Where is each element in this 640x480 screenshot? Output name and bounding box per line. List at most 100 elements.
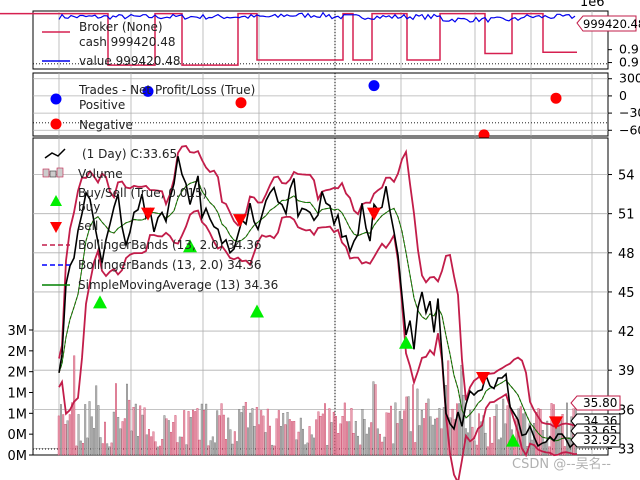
volume-bar-83 xyxy=(240,412,243,456)
volume-bar-90 xyxy=(255,407,258,456)
volume-bar-71 xyxy=(214,442,216,456)
volume-bar-116 xyxy=(313,437,315,456)
legend-volume-swatch-b xyxy=(49,170,57,178)
trades-grid xyxy=(33,73,608,136)
volume-bar-187 xyxy=(469,410,472,456)
volume-bar-75 xyxy=(222,414,225,456)
volume-bar-203 xyxy=(504,423,507,456)
watermark: CSDN @--吴名-- xyxy=(512,456,611,472)
volume-bar-68 xyxy=(207,445,210,456)
buy-marker-4 xyxy=(506,433,520,447)
sell-marker-0 xyxy=(141,207,155,221)
volume-ytick-label-0: 0M xyxy=(8,449,28,464)
volume-bar-135 xyxy=(354,421,357,456)
volume-bar-225 xyxy=(552,404,555,456)
volume-bar-82 xyxy=(238,409,241,456)
volume-bar-96 xyxy=(269,425,271,456)
legend-positive-marker xyxy=(50,93,62,105)
volume-bar-128 xyxy=(339,423,342,456)
volume-bar-223 xyxy=(548,446,551,456)
volume-bar-56 xyxy=(181,436,183,456)
value-tag-text-3: 32.92 xyxy=(583,433,617,447)
volume-bar-120 xyxy=(321,413,324,456)
volume-bar-5 xyxy=(68,414,71,456)
volume-bar-97 xyxy=(271,444,274,456)
volume-bar-69 xyxy=(209,440,212,456)
volume-bar-18 xyxy=(97,405,100,456)
volume-bar-27 xyxy=(117,417,120,456)
legend-volume-label: Volume xyxy=(78,167,123,181)
broker-ytick-label-1: 0.9 xyxy=(619,55,639,70)
volume-bar-42 xyxy=(150,436,153,456)
volume-bar-132 xyxy=(348,421,351,456)
price-ytick-label-7: 54 xyxy=(618,169,635,184)
volume-bar-103 xyxy=(284,424,287,456)
volume-bar-87 xyxy=(249,412,252,456)
volume-bar-17 xyxy=(95,385,98,456)
volume-bar-231 xyxy=(566,402,568,456)
volume-bar-191 xyxy=(478,413,480,456)
volume-bar-91 xyxy=(258,424,260,456)
volume-bar-233 xyxy=(570,416,573,456)
volume-bar-49 xyxy=(165,418,168,456)
volume-bar-24 xyxy=(110,442,113,456)
volume-ytick-label-1: 0M xyxy=(8,428,28,443)
volume-bar-67 xyxy=(205,403,208,456)
price-markers xyxy=(93,207,563,447)
volume-bar-165 xyxy=(420,410,423,456)
volume-bar-159 xyxy=(407,396,410,456)
volume-bar-112 xyxy=(304,444,307,456)
legend-volume-swatch-a xyxy=(42,168,50,178)
volume-bar-156 xyxy=(401,419,403,456)
volume-ytick-label-3: 1M xyxy=(8,387,28,402)
volume-bar-125 xyxy=(332,411,335,456)
volume-bar-33 xyxy=(130,430,133,456)
price-legend: (1 Day) C:33.65 Volume Buy/Sell (True, 0… xyxy=(42,147,278,292)
volume-bar-173 xyxy=(438,408,441,456)
price-ytick-label-6: 51 xyxy=(618,208,635,223)
volume-bar-139 xyxy=(363,419,366,456)
volume-bar-199 xyxy=(495,404,498,456)
volume-bar-194 xyxy=(484,432,487,456)
volume-bar-133 xyxy=(350,408,353,456)
volume-bar-162 xyxy=(414,442,417,456)
value-tag-text-0: 35.80 xyxy=(583,396,617,410)
volume-bar-152 xyxy=(392,443,395,456)
broker-last-value-tag: 999420.48 xyxy=(576,15,640,32)
volume-bar-51 xyxy=(170,431,172,456)
volume-bar-114 xyxy=(308,426,311,456)
volume-bar-26 xyxy=(115,383,117,456)
volume-bar-66 xyxy=(203,410,205,456)
legend-sma-label: SimpleMovingAverage (13) 34.36 xyxy=(78,278,278,292)
volume-bar-89 xyxy=(253,426,256,456)
volume-bar-76 xyxy=(225,439,227,456)
volume-bar-144 xyxy=(374,384,377,456)
trade-point-negative-0 xyxy=(235,97,247,109)
value-tag-0: 35.80 xyxy=(570,395,621,411)
volume-bar-106 xyxy=(291,421,293,456)
volume-bar-195 xyxy=(486,446,489,456)
volume-bar-108 xyxy=(295,439,298,456)
price-ytick-label-4: 45 xyxy=(618,286,635,301)
volume-bar-14 xyxy=(88,401,91,456)
trades-title: Trades - Net Profit/Loss (True) xyxy=(78,83,255,97)
legend-close-swatch xyxy=(44,148,66,159)
volume-bar-127 xyxy=(337,433,340,456)
volume-bar-198 xyxy=(493,416,496,456)
buy-marker-3 xyxy=(399,335,413,349)
value-tag-box-3 xyxy=(570,432,621,448)
volume-bar-204 xyxy=(506,405,509,456)
volume-bar-8 xyxy=(75,445,78,456)
volume-bar-111 xyxy=(302,428,304,456)
volume-bar-219 xyxy=(539,409,542,456)
legend-sell-label: sell xyxy=(78,219,98,233)
volume-bar-93 xyxy=(262,415,265,456)
trades-ytick-label-3: −60 xyxy=(619,122,640,137)
volume-bar-79 xyxy=(231,443,234,456)
volume-bar-163 xyxy=(416,388,419,456)
volume-bar-99 xyxy=(275,418,278,456)
volume-bar-80 xyxy=(233,431,236,456)
volume-bar-52 xyxy=(172,422,175,456)
value-line xyxy=(58,11,576,24)
bollinger-bottom-line xyxy=(58,209,578,480)
